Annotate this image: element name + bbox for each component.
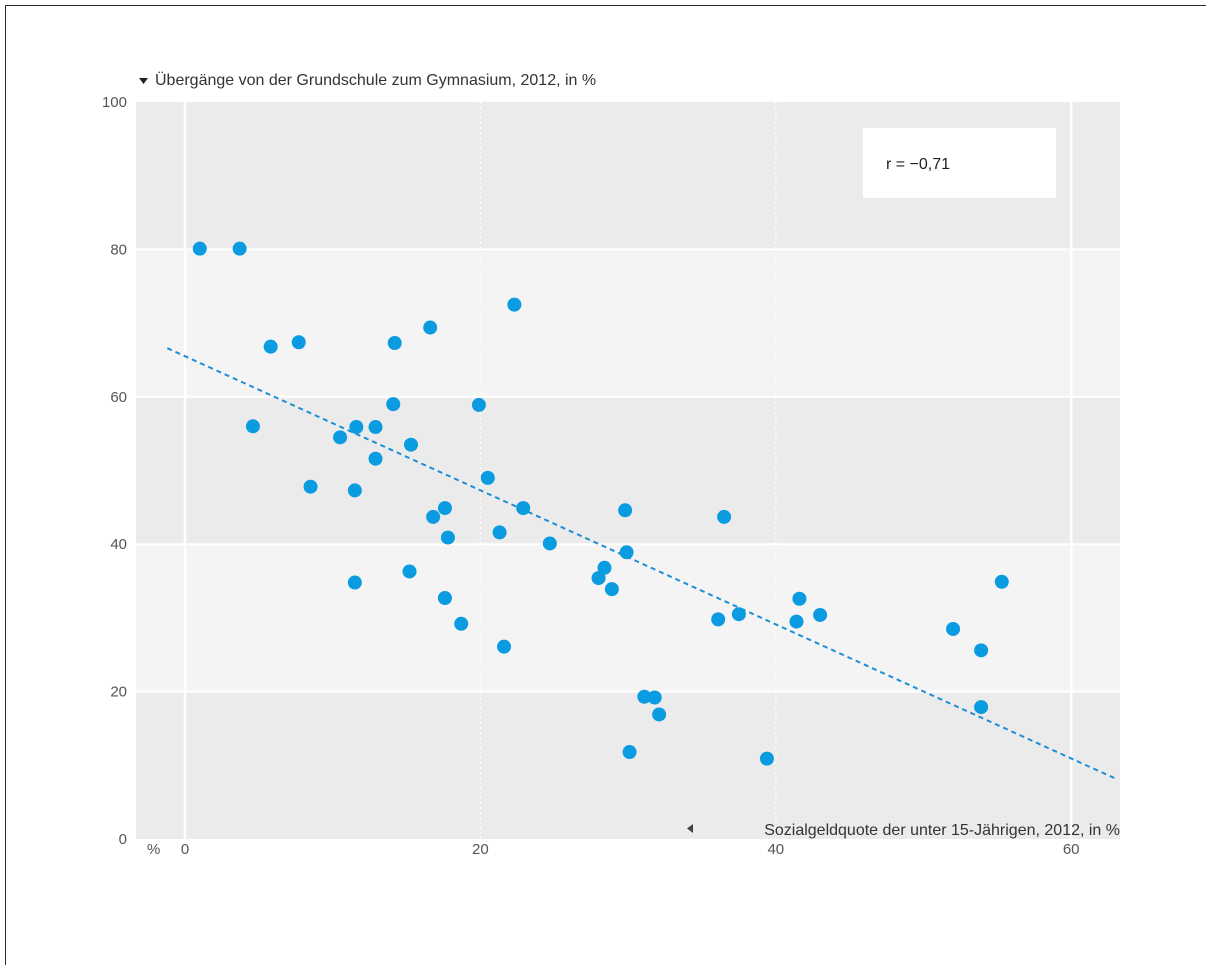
data-point [402, 564, 417, 579]
data-point [454, 616, 469, 631]
data-point [591, 571, 606, 586]
x-axis-title-text: Sozialgeldquote der unter 15-Jährigen, 2… [764, 822, 1120, 839]
data-point [604, 582, 619, 597]
data-point [232, 241, 247, 256]
data-points [192, 241, 1009, 766]
plot-band [136, 249, 1120, 397]
data-point [647, 690, 662, 705]
data-point [497, 639, 512, 654]
data-point [946, 621, 961, 636]
data-point [652, 707, 667, 722]
data-point [440, 530, 455, 545]
data-point [347, 575, 362, 590]
data-point [333, 430, 348, 445]
y-tick-label: 0 [119, 831, 127, 848]
correlation-box-bg [863, 128, 1056, 198]
y-tick-label: 100 [102, 94, 127, 111]
data-point [542, 536, 557, 551]
y-axis-ticks: 0 20 40 60 80 100 [102, 94, 127, 848]
data-point [471, 397, 486, 412]
data-point [618, 503, 633, 518]
data-point [291, 335, 306, 350]
x-unit-label: % [147, 841, 160, 858]
data-point [813, 607, 828, 622]
data-point [368, 420, 383, 435]
x-axis-title: Sozialgeldquote der unter 15-Jährigen, 2… [687, 822, 1120, 839]
data-point [387, 335, 402, 350]
data-point [792, 591, 807, 606]
data-point [347, 483, 362, 498]
plot-band [136, 691, 1120, 839]
data-point [263, 339, 278, 354]
data-point [492, 525, 507, 540]
data-point [437, 501, 452, 516]
data-point [637, 689, 652, 704]
data-point [789, 614, 804, 629]
y-tick-label: 80 [110, 241, 127, 258]
data-point [759, 751, 774, 766]
data-point [619, 545, 634, 560]
x-tick-label: 0 [181, 841, 189, 858]
plot-band [136, 396, 1120, 545]
caret-left-icon [687, 824, 693, 833]
y-tick-label: 60 [110, 389, 127, 406]
data-point [622, 745, 637, 760]
data-point [245, 419, 260, 434]
data-point [480, 470, 495, 485]
x-tick-label: 60 [1063, 841, 1080, 858]
x-axis-ticks: 0 20 40 60 [181, 841, 1080, 858]
data-point [303, 479, 318, 494]
grid-lines [136, 102, 1120, 839]
correlation-box: r = −0,71 [863, 128, 1056, 198]
x-tick-label: 40 [767, 841, 784, 858]
y-axis-title-text: Übergänge von der Grundschule zum Gymnas… [155, 71, 596, 89]
y-tick-label: 20 [110, 684, 127, 701]
data-point [731, 607, 746, 622]
data-point [974, 700, 989, 715]
plot-background-bands [136, 102, 1120, 839]
correlation-label: r = −0,71 [886, 156, 950, 173]
data-point [423, 320, 438, 335]
data-point [192, 241, 207, 256]
trendline [166, 347, 1116, 780]
data-point [386, 397, 401, 412]
data-point [426, 509, 441, 524]
plot-band [136, 544, 1120, 692]
data-point [597, 560, 612, 575]
data-point [437, 591, 452, 606]
chart-frame [5, 5, 1206, 965]
data-point [403, 437, 418, 452]
data-point [711, 612, 726, 627]
y-axis-title: Übergänge von der Grundschule zum Gymnas… [139, 71, 596, 89]
data-point [368, 451, 383, 466]
data-point [717, 509, 732, 524]
data-point [507, 297, 522, 312]
data-point [994, 574, 1009, 589]
caret-down-icon [139, 78, 148, 84]
y-tick-label: 40 [110, 536, 127, 553]
x-tick-label: 20 [472, 841, 489, 858]
data-point [349, 420, 364, 435]
data-point [516, 501, 531, 516]
data-point [974, 643, 989, 658]
